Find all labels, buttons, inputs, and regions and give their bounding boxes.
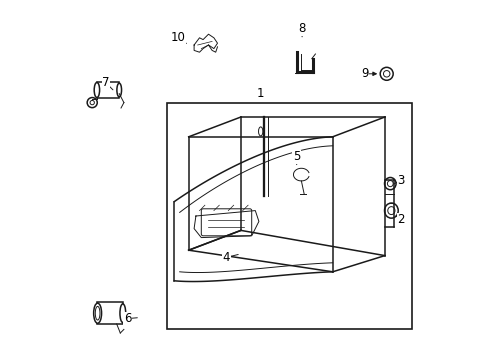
Text: 6: 6	[123, 312, 131, 325]
Text: 10: 10	[170, 31, 185, 44]
Text: 1: 1	[256, 87, 264, 100]
Bar	[97, 302, 122, 324]
Ellipse shape	[94, 82, 100, 98]
Text: 9: 9	[361, 67, 368, 80]
Bar	[167, 103, 411, 329]
Text: 4: 4	[223, 251, 230, 264]
Text: 7: 7	[102, 76, 109, 89]
Text: 3: 3	[397, 174, 404, 186]
Bar	[97, 82, 119, 98]
Ellipse shape	[117, 83, 122, 97]
Text: 5: 5	[292, 150, 300, 163]
Text: 8: 8	[298, 22, 305, 35]
Ellipse shape	[94, 303, 102, 323]
Ellipse shape	[120, 304, 125, 323]
Text: 2: 2	[397, 213, 404, 226]
